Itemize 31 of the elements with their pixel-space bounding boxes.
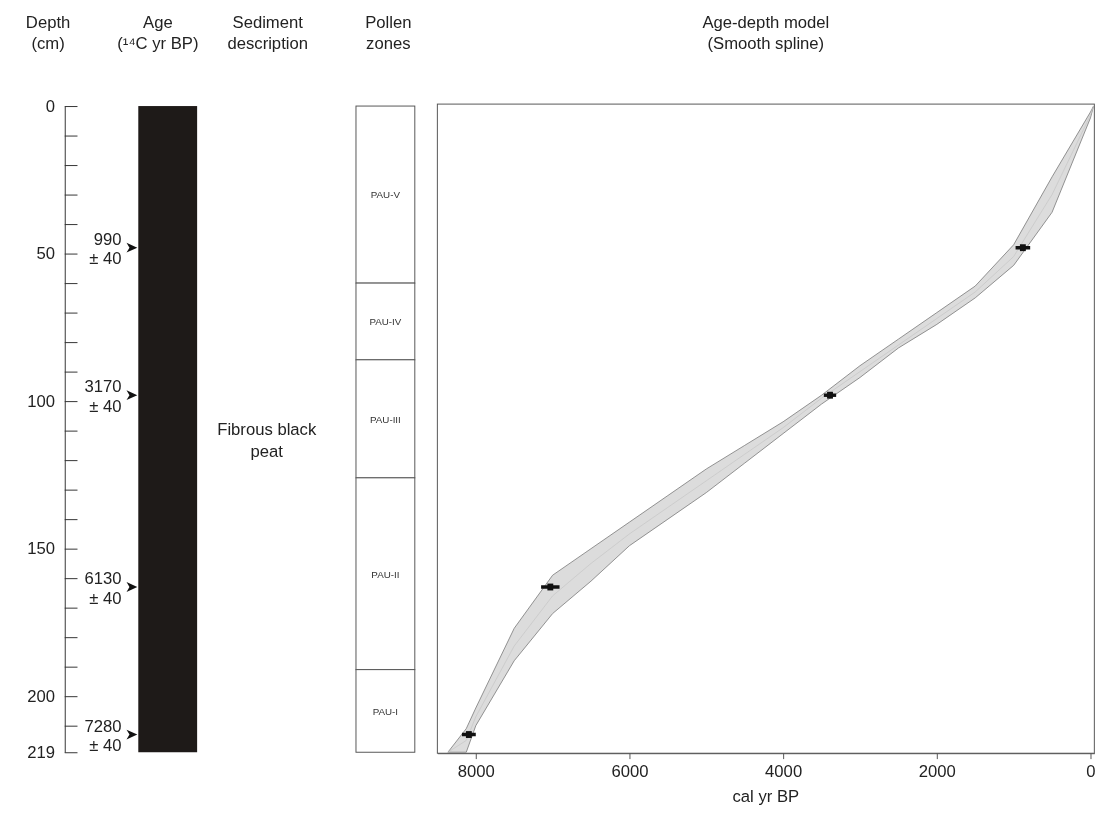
- y-tick-label: 200: [27, 687, 55, 707]
- series-label: PAU-I: [372, 705, 399, 717]
- x-tick-label: 4000: [765, 761, 803, 781]
- text: Sediment description: [227, 12, 309, 54]
- y-axis-title: Depth (cm): [25, 12, 71, 54]
- point: [465, 731, 472, 738]
- series-label: PAU-II: [371, 568, 400, 580]
- series-label: PAU-IV: [369, 316, 402, 328]
- y-tick-label: 219: [27, 743, 55, 763]
- series-label: Fibrous black peat: [217, 420, 317, 461]
- text: Pollen zones: [365, 12, 412, 54]
- annotation: 990 ± 40: [89, 229, 122, 269]
- text: Age (¹⁴C yr BP): [117, 12, 199, 54]
- annotation: 7280 ± 40: [84, 716, 122, 756]
- annotation: 6130 ± 40: [84, 569, 122, 608]
- x-tick-label: 0: [1086, 761, 1096, 781]
- series-label: PAU-III: [369, 413, 401, 425]
- annotation: 3170 ± 40: [84, 377, 122, 416]
- y-tick-label: 0: [45, 96, 55, 116]
- x-tick-label: 6000: [611, 761, 649, 781]
- y-tick-label: 150: [27, 539, 55, 559]
- x-axis-title: cal yr BP: [732, 787, 800, 807]
- x-tick-label: 2000: [918, 761, 956, 781]
- y-tick-label: 50: [36, 244, 55, 264]
- point: [1019, 244, 1026, 252]
- chart-title: Age-depth model (Smooth spline): [702, 12, 830, 54]
- point: [827, 391, 833, 399]
- series-label: PAU-V: [370, 189, 401, 201]
- y-tick-label: 100: [27, 391, 55, 411]
- point: [547, 583, 554, 591]
- x-tick-label: 8000: [457, 761, 495, 781]
